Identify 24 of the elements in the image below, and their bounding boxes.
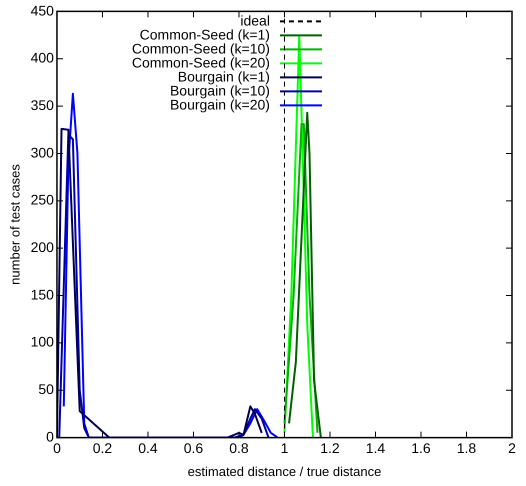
y-axis-title: number of test cases [7, 164, 22, 285]
y-tick-label: 50 [38, 381, 54, 398]
x-tick-label: 0.8 [229, 440, 249, 456]
x-tick-label: 1.4 [366, 440, 386, 456]
y-tick-label: 100 [30, 334, 54, 350]
ref-line-label: ideal [240, 12, 270, 28]
legend-label: Common-Seed (k=1) [140, 26, 270, 42]
y-tick-label: 400 [30, 50, 54, 66]
y-tick-label: 250 [30, 192, 54, 208]
x-tick-label: 2 [508, 440, 516, 456]
y-tick-label: 300 [30, 144, 54, 160]
x-tick-label: 1.6 [411, 440, 431, 456]
x-tick-label: 1 [280, 440, 289, 456]
y-tick-label: 350 [30, 96, 54, 113]
y-tick-label: 450 [30, 2, 54, 18]
x-axis-title: estimated distance / true distance [188, 464, 382, 479]
x-tick-label: 0.6 [184, 440, 204, 456]
y-tick-label: 0 [46, 428, 54, 444]
x-tick-label: 1.2 [320, 440, 340, 456]
x-tick-label: 0.4 [138, 440, 158, 456]
x-tick-label: 0.2 [92, 440, 112, 456]
y-tick-label: 200 [30, 239, 54, 256]
x-tick-label: 1.8 [456, 440, 476, 456]
y-tick-label: 150 [30, 286, 54, 302]
